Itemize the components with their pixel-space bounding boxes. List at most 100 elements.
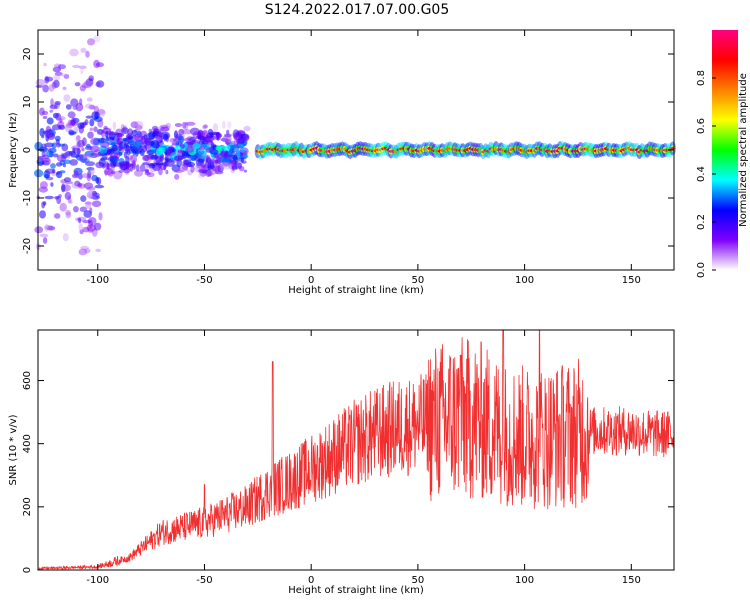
spectrogram-cell: [87, 131, 94, 139]
colorbar-tick-label: 0.2: [696, 214, 707, 230]
spectrogram-cell: [206, 139, 214, 145]
spectrogram-cell: [46, 150, 54, 158]
spectrogram-cell: [73, 167, 83, 176]
spectrogram-cell: [85, 161, 95, 167]
spectrogram-cell: [144, 171, 151, 176]
spectrogram-cell: [35, 78, 45, 87]
spectrogram-cell: [140, 135, 146, 141]
spectrogram-y-tick-label: -20: [22, 238, 33, 254]
spectrogram-cell: [42, 110, 49, 116]
snr-x-label: Height of straight line (km): [288, 585, 424, 596]
spectrogram-cell: [219, 152, 225, 157]
spectrogram-x-tick-label: 0: [308, 275, 314, 286]
spectrogram-cell: [135, 123, 141, 127]
spectrogram-cell: [154, 165, 159, 171]
spectrogram-cell: [74, 82, 81, 87]
spectrogram-cell: [182, 121, 187, 129]
spectrogram-y-label: Frequency (Hz): [8, 112, 19, 188]
spectrogram-cell: [165, 169, 169, 175]
spectrogram-cell: [121, 127, 129, 135]
spectrogram-cell: [78, 217, 82, 224]
spectrogram-cell: [88, 104, 96, 110]
spectrogram-cell: [63, 159, 71, 165]
spectrogram-cell: [52, 153, 59, 158]
spectrogram-cell: [97, 137, 107, 144]
spectrogram-cell: [78, 248, 88, 256]
spectrogram-cell: [79, 154, 88, 163]
spectrogram-cell: [82, 220, 92, 224]
spectrogram-cell: [109, 152, 119, 158]
spectrogram-cell: [201, 143, 211, 148]
spectrogram-cell: [174, 155, 183, 162]
spectrogram-cell: [126, 161, 130, 170]
spectrogram-cell: [130, 121, 139, 129]
spectrogram-y-ticks: -20 -10 0 10 20: [22, 48, 674, 254]
spectrogram-cell: [150, 140, 159, 148]
spectrogram-cell: [44, 223, 49, 232]
spectrogram-x-ticks: -100 -50 0 50 100 150: [86, 30, 641, 286]
snr-x-tick-label: 50: [412, 575, 425, 586]
spectrogram-cell: [34, 226, 44, 234]
spectrogram-cell: [237, 162, 242, 169]
spectrogram-cell: [202, 164, 206, 169]
spectrogram-cell: [128, 139, 135, 144]
spectrogram-cell: [89, 207, 93, 214]
spectrogram-cell: [45, 133, 49, 142]
spectrogram-cell: [96, 80, 105, 88]
spectrogram-cell: [104, 169, 108, 176]
spectrogram-cell: [82, 137, 87, 147]
spectrogram-cell: [53, 74, 61, 81]
snr-panel: -100 -50 0 50 100 150 0 200 400 600 Height of st…: [8, 329, 675, 596]
spectrogram-cell: [93, 222, 102, 231]
spectrogram-cell: [90, 167, 95, 176]
spectrogram-cell: [67, 111, 76, 119]
spectrogram-cell: [39, 127, 45, 137]
spectrogram-cell: [91, 228, 98, 237]
colorbar-ticks: 0.0 0.2 0.4 0.6 0.8: [696, 70, 716, 278]
spectrogram-cell: [243, 169, 248, 173]
spectrogram-cell: [109, 155, 119, 164]
spectrogram-cell: [109, 165, 115, 173]
spectrogram-cell: [239, 148, 246, 153]
spectrogram-cell: [50, 182, 54, 187]
spectrogram-cell: [78, 125, 85, 134]
snr-series-line: [37, 329, 675, 571]
spectrogram-cell: [208, 147, 214, 153]
spectrogram-cell: [83, 182, 94, 189]
spectrogram-cell: [134, 140, 142, 148]
spectrogram-cell: [148, 128, 153, 133]
spectrogram-cell: [111, 170, 116, 174]
spectrogram-cell: [132, 148, 136, 156]
spectrogram-cell: [85, 201, 92, 209]
spectrogram-cell: [243, 125, 251, 132]
spectrogram-cell: [86, 97, 93, 102]
spectrogram-cell: [163, 161, 167, 167]
spectrogram-cell: [59, 118, 63, 123]
spectrogram-cell: [142, 154, 150, 162]
spectrogram-cell: [95, 62, 101, 67]
spectrogram-cell: [155, 162, 164, 166]
spectrogram-cell: [232, 154, 239, 161]
spectrogram-x-tick-label: 50: [412, 275, 425, 286]
spectrogram-cell: [185, 146, 195, 153]
spectrogram-cell: [226, 121, 232, 129]
spectrogram-cell: [150, 154, 159, 160]
spectrogram-cell: [45, 134, 55, 138]
figure-title: S124.2022.017.07.00.G05: [265, 2, 450, 18]
colorbar-tick-label: 0.4: [696, 166, 707, 182]
spectrogram-cell: [174, 123, 183, 127]
spectrogram-cell: [146, 172, 155, 178]
spectrogram-cell: [118, 151, 123, 156]
spectrogram-cell: [107, 167, 114, 177]
spectrogram-cell: [39, 181, 48, 189]
spectrogram-cell: [141, 145, 147, 153]
spectrogram-cell: [230, 144, 240, 153]
spectrogram-cell: [73, 170, 79, 178]
spectrogram-cell: [174, 145, 181, 150]
spectrogram-cell: [58, 124, 66, 130]
spectrogram-cell: [84, 150, 95, 157]
spectrogram-cell: [54, 71, 63, 76]
spectrogram-cell: [69, 159, 78, 166]
